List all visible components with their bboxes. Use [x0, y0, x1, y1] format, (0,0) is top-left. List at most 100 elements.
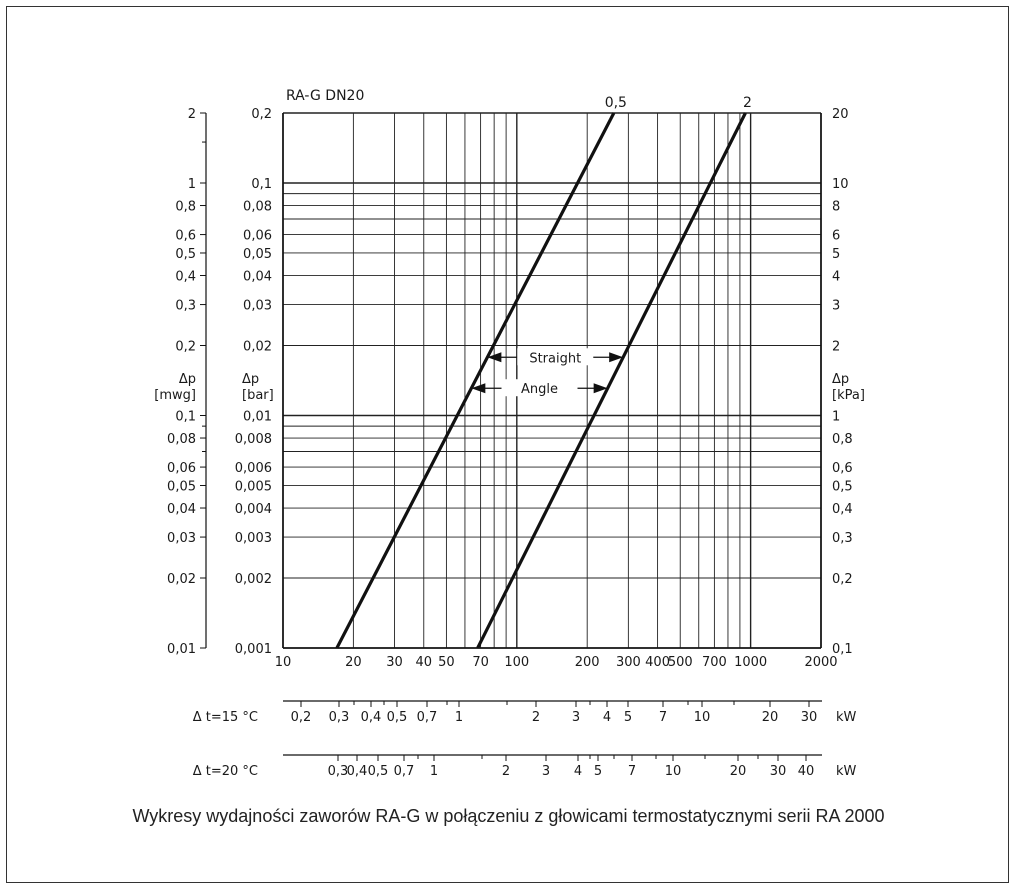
- power-scale-unit: kW: [836, 764, 857, 779]
- y-tick-label-kpa: 0,8: [832, 432, 853, 447]
- chart-annotations: Straight Angle: [471, 348, 624, 397]
- y-tick-label-mwg: 0,05: [167, 479, 196, 494]
- power-tick-label: 0,4: [347, 764, 368, 779]
- power-scale-label: Δ t=15 °C: [193, 710, 258, 725]
- angle-annotation-arrow-left: [471, 383, 486, 394]
- straight-annotation-arrow-left: [487, 352, 502, 363]
- y-tick-label-mwg: 0,06: [167, 461, 196, 476]
- power-tick-label: 4: [603, 710, 611, 725]
- power-tick-label: 20: [730, 764, 747, 779]
- y-tick-label-kpa: 1: [832, 409, 840, 424]
- x-tick-label: 400: [645, 655, 670, 670]
- y-tick-label-kpa: 0,6: [832, 461, 853, 476]
- y-tick-label-bar: 0,01: [243, 409, 272, 424]
- power-tick-label: 0,5: [368, 764, 389, 779]
- x-tick-label: 100: [504, 655, 529, 670]
- power-tick-label: 20: [762, 710, 779, 725]
- figure-caption: Wykresy wydajności zaworów RA-G w połącz…: [132, 806, 885, 826]
- mwg-axis-title-symbol: Δp: [179, 372, 196, 387]
- power-tick-label: 0,2: [291, 710, 312, 725]
- y-tick-label-kpa: 2: [832, 340, 840, 355]
- y-tick-label-mwg: 0,4: [175, 270, 196, 285]
- y-tick-label-kpa: 10: [832, 177, 849, 192]
- y-tick-label-bar: 0,04: [243, 270, 272, 285]
- y-tick-label-bar: 0,006: [235, 461, 272, 476]
- x-tick-label: 700: [702, 655, 727, 670]
- power-tick-label: 1: [455, 710, 463, 725]
- y-tick-label-kpa: 0,2: [832, 572, 853, 587]
- power-tick-label: 5: [594, 764, 602, 779]
- y-tick-label-bar: 0,2: [251, 107, 272, 122]
- power-tick-label: 10: [665, 764, 682, 779]
- straight-annotation-arrow-right: [609, 352, 624, 363]
- x-tick-label: 10: [275, 655, 292, 670]
- y-tick-label-mwg: 2: [188, 107, 196, 122]
- power-tick-label: 0,4: [361, 710, 382, 725]
- y-tick-label-mwg: 1: [188, 177, 196, 192]
- mwg-axis-title-unit: [mwg]: [154, 388, 196, 403]
- power-tick-label: 2: [502, 764, 510, 779]
- series-line: [476, 112, 747, 649]
- straight-annotation-label: Straight: [529, 351, 581, 366]
- power-tick-label: 4: [574, 764, 582, 779]
- x-tick-label: 2000: [804, 655, 837, 670]
- y-tick-label-mwg: 0,2: [175, 340, 196, 355]
- figure-frame: [6, 6, 1009, 883]
- y-tick-label-kpa: 5: [832, 247, 840, 262]
- y-tick-label-bar: 0,05: [243, 247, 272, 262]
- series-line: [335, 112, 616, 649]
- x-tick-label: 300: [616, 655, 641, 670]
- power-tick-label: 7: [659, 710, 667, 725]
- bar-axis-title-symbol: Δp: [242, 372, 259, 387]
- y-tick-label-bar: 0,02: [243, 340, 272, 355]
- power-tick-label: 3: [572, 710, 580, 725]
- y-tick-label-bar: 0,03: [243, 299, 272, 314]
- power-tick-label: 5: [624, 710, 632, 725]
- power-tick-label: 0,7: [417, 710, 438, 725]
- y-tick-label-mwg: 0,6: [175, 229, 196, 244]
- angle-annotation-label-bg: [501, 379, 578, 397]
- y-tick-label-kpa: 0,4: [832, 502, 853, 517]
- y-tick-label-kpa: 4: [832, 270, 840, 285]
- y-tick-label-mwg: 0,1: [175, 409, 196, 424]
- angle-annotation-label: Angle: [521, 382, 558, 397]
- y-tick-label-kpa: 0,3: [832, 531, 853, 546]
- power-tick-label: 7: [628, 764, 636, 779]
- y-tick-label-bar: 0,003: [235, 531, 272, 546]
- y-tick-label-bar: 0,008: [235, 432, 272, 447]
- series-label: 0,5: [605, 95, 627, 111]
- straight-annotation-label-bg: [517, 348, 594, 366]
- power-scales: Δ t=15 °C kW0,2 0,3 0,4 0,5 0,7 1 2 3 4 5 7 10 20 30Δ …: [193, 700, 857, 779]
- y-tick-label-mwg: 0,02: [167, 572, 196, 587]
- kpa-axis-title-symbol: Δp: [832, 372, 849, 387]
- chart-title: RA-G DN20: [286, 88, 364, 104]
- y-tick-label-kpa: 0,1: [832, 642, 853, 657]
- y-tick-label-bar: 0,005: [235, 479, 272, 494]
- x-tick-label: 20: [345, 655, 362, 670]
- x-tick-label: 200: [575, 655, 600, 670]
- power-tick-label: 30: [770, 764, 787, 779]
- power-scale-unit: kW: [836, 710, 857, 725]
- y-tick-label-kpa: 0,5: [832, 479, 853, 494]
- y-tick-label-bar: 0,08: [243, 200, 272, 215]
- power-tick-label: 0,7: [394, 764, 415, 779]
- y-tick-label-bar: 0,002: [235, 572, 272, 587]
- bar-axis-title-unit: [bar]: [242, 388, 274, 403]
- power-tick-label: 0,3: [328, 764, 349, 779]
- y-tick-label-kpa: 20: [832, 107, 849, 122]
- y-tick-label-mwg: 0,04: [167, 502, 196, 517]
- x-tick-label: 70: [472, 655, 489, 670]
- power-tick-label: 10: [694, 710, 711, 725]
- y-tick-label-mwg: 0,3: [175, 299, 196, 314]
- kpa-axis-title-unit: [kPa]: [832, 388, 865, 403]
- power-tick-label: 2: [532, 710, 540, 725]
- power-tick-label: 1: [430, 764, 438, 779]
- power-tick-label: 0,5: [387, 710, 408, 725]
- y-tick-label-mwg: 0,03: [167, 531, 196, 546]
- y-tick-label-bar: 0,06: [243, 229, 272, 244]
- y-tick-label-kpa: 3: [832, 299, 840, 314]
- y-tick-label-kpa: 8: [832, 200, 840, 215]
- y-tick-label-mwg: 0,5: [175, 247, 196, 262]
- power-scale-label: Δ t=20 °C: [193, 764, 258, 779]
